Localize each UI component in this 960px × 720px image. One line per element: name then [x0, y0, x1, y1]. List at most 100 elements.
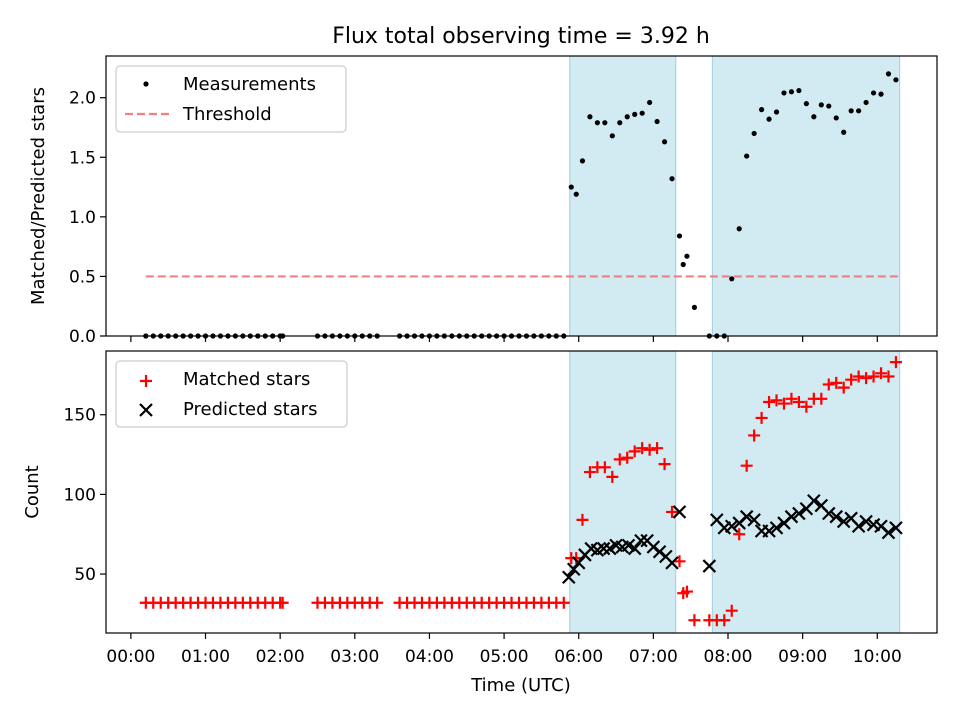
x-tick-label: 05:00	[480, 647, 529, 667]
observing-window-span	[712, 56, 900, 336]
counts-axes-frame	[105, 350, 938, 634]
measurement-point	[893, 77, 899, 83]
measurement-point	[654, 118, 660, 125]
measurement-point	[587, 114, 593, 120]
ratio-series	[143, 71, 900, 339]
legend-matched-marker	[140, 375, 152, 387]
x-tick-label: 02:00	[256, 647, 305, 667]
matched-star-point	[557, 596, 570, 609]
matched-star-point	[621, 451, 634, 464]
measurement-point	[826, 103, 832, 109]
counts-panel: 50 100 150 00:00 01:00 02:00 03:00 04:00 05:00 0…	[22, 350, 938, 667]
matched-star-point	[583, 466, 596, 479]
y-tick-label: 100	[64, 485, 96, 505]
x-tick-label: 09:00	[778, 647, 827, 667]
measurement-point	[848, 108, 854, 114]
y-tick-label: 1.0	[69, 208, 96, 228]
matched-star-point	[628, 445, 641, 458]
measurement-point	[661, 139, 668, 145]
measurement-point	[568, 184, 574, 190]
x-tick-label: 10:00	[853, 647, 902, 667]
observing-windows	[569, 56, 901, 336]
measurement-point	[573, 191, 579, 197]
ratio-y-axis-label: Matched/Predicted stars	[28, 87, 49, 305]
x-axis-label: Time (UTC)	[470, 675, 571, 696]
legend-predicted-marker	[139, 403, 153, 417]
predicted-star-point	[881, 525, 896, 540]
y-tick-label: 0.5	[69, 267, 96, 287]
matched-star-point	[673, 555, 686, 568]
matched-star-point	[845, 373, 858, 386]
measurement-point	[841, 129, 847, 135]
measurement-point	[818, 102, 824, 108]
x-tick-label: 03:00	[330, 647, 379, 667]
predicted-star-point	[665, 556, 679, 570]
matched-star-point	[725, 604, 738, 617]
legend-matched-label: Matched stars	[183, 369, 310, 390]
measurement-point	[878, 91, 884, 97]
counts-legend: Matched stars Predicted stars	[115, 360, 348, 428]
measurement-point	[803, 101, 809, 107]
x-tick-label: 00:00	[106, 647, 155, 667]
matched-star-point	[770, 394, 783, 407]
measurement-point	[684, 253, 690, 259]
predicted-star-point	[821, 506, 836, 521]
measurement-point	[624, 114, 630, 120]
observing-window-span	[712, 351, 900, 633]
measurement-point	[885, 71, 892, 77]
matched-star-point	[792, 395, 805, 408]
matched-star-point	[651, 442, 664, 455]
matched-star-point	[680, 585, 693, 598]
measurement-point	[617, 120, 623, 126]
predicted-star-point	[724, 519, 739, 534]
counts-y-axis-label: Count	[22, 465, 43, 518]
matched-star-point	[606, 470, 619, 483]
x-tick-label: 01:00	[181, 647, 230, 667]
matched-star-point	[276, 596, 289, 609]
matched-star-point	[815, 392, 828, 405]
x-tick-label: 04:00	[405, 647, 454, 667]
ratio-x-ticks	[130, 336, 878, 342]
predicted-star-point	[634, 533, 648, 548]
matched-star-point	[852, 370, 865, 383]
measurement-point	[863, 99, 869, 106]
counts-series	[139, 356, 903, 627]
measurement-point	[602, 120, 608, 126]
measurement-point	[594, 120, 600, 126]
predicted-star-point	[571, 556, 586, 570]
matched-star-point	[785, 392, 798, 405]
y-tick-label: 50	[74, 565, 96, 585]
measurement-point	[609, 133, 615, 139]
measurement-point	[811, 114, 817, 120]
matched-star-point	[643, 443, 656, 456]
matched-star-point	[576, 513, 589, 526]
predicted-star-point	[769, 521, 784, 535]
measurement-point	[758, 107, 765, 113]
measurement-point	[691, 304, 698, 311]
matched-star-point	[666, 505, 679, 518]
ratio-legend: Measurements Threshold	[115, 65, 347, 133]
measurement-point	[669, 176, 675, 182]
y-tick-label: 2.0	[69, 89, 96, 109]
matched-star-point	[882, 370, 895, 383]
ratio-axes-frame	[105, 55, 938, 337]
predicted-star-point	[702, 559, 717, 573]
measurement-point	[680, 261, 686, 268]
legend-measurements-marker	[143, 81, 149, 87]
measurement-point	[766, 116, 772, 122]
x-tick-label: 06:00	[554, 647, 603, 667]
matched-star-point	[371, 596, 384, 609]
x-tick-label: 08:00	[704, 647, 753, 667]
matched-star-point	[718, 614, 731, 627]
matched-star-point	[740, 459, 753, 472]
matched-star-point	[613, 453, 626, 466]
y-tick-label: 150	[64, 406, 96, 426]
predicted-star-point	[762, 524, 776, 538]
y-tick-label: 1.5	[69, 148, 96, 168]
matched-star-point	[830, 376, 843, 389]
measurement-point	[632, 111, 638, 117]
measurement-point	[856, 108, 862, 114]
matched-star-point	[777, 397, 790, 410]
counts-x-ticks: 00:00 01:00 02:00 03:00 04:00 05:00 06:00 07:00…	[106, 633, 902, 667]
